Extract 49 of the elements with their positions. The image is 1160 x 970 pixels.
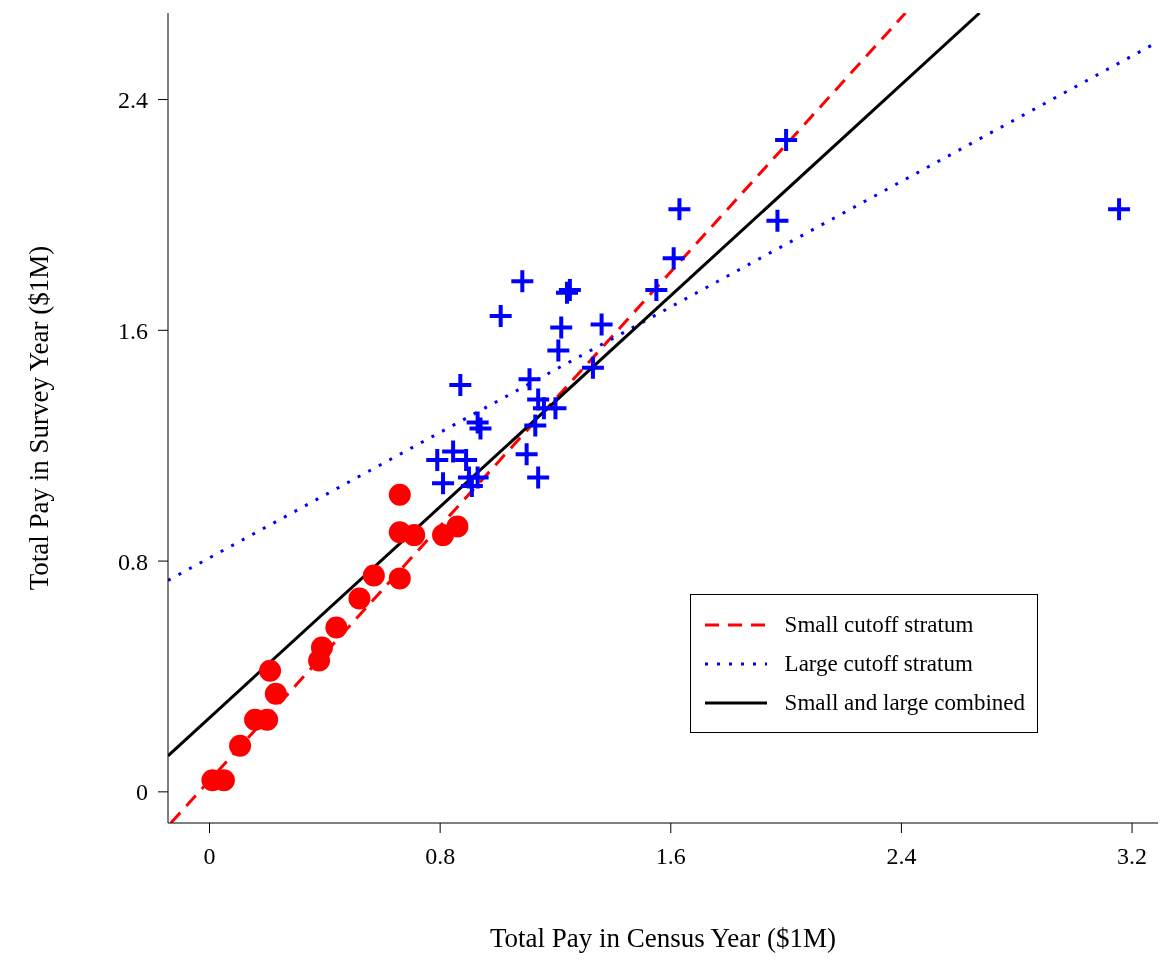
point xyxy=(446,515,469,538)
point xyxy=(550,316,573,339)
point xyxy=(348,587,371,610)
y-tick-label: 1.6 xyxy=(118,317,148,344)
point xyxy=(325,616,348,639)
point xyxy=(662,247,685,270)
point xyxy=(388,567,411,590)
point xyxy=(460,475,483,498)
point xyxy=(432,472,455,495)
legend-label: Small and large combined xyxy=(784,689,1025,716)
point xyxy=(544,397,567,420)
point xyxy=(766,209,789,232)
legend-label: Large cutoff stratum xyxy=(784,650,973,677)
point xyxy=(388,483,411,506)
point xyxy=(581,356,604,379)
y-tick-label: 0 xyxy=(136,779,148,806)
point xyxy=(426,449,449,472)
point xyxy=(547,339,570,362)
x-tick-label: 1.6 xyxy=(655,843,686,870)
point xyxy=(229,734,252,757)
y-axis-title: Total Pay in Survey Year ($1M) xyxy=(23,245,54,591)
point xyxy=(362,564,385,587)
y-tick-label: 2.4 xyxy=(118,87,148,114)
x-axis-title: Total Pay in Census Year ($1M) xyxy=(489,923,837,953)
point xyxy=(489,304,512,327)
point xyxy=(527,466,550,489)
point xyxy=(524,414,547,437)
y-tick-label: 0.8 xyxy=(118,548,148,575)
point xyxy=(590,313,613,336)
point xyxy=(264,682,287,705)
point xyxy=(442,440,465,463)
point xyxy=(515,443,538,466)
point xyxy=(449,374,472,397)
point xyxy=(645,278,668,301)
point xyxy=(511,270,534,293)
point xyxy=(310,636,333,659)
point xyxy=(668,198,691,221)
x-tick-label: 0.8 xyxy=(425,843,456,870)
x-tick-label: 0 xyxy=(203,843,216,870)
point xyxy=(518,368,541,391)
point xyxy=(259,659,282,682)
x-tick-label: 2.4 xyxy=(886,843,917,870)
point xyxy=(1108,198,1131,221)
point xyxy=(403,524,426,547)
legend-label: Small cutoff stratum xyxy=(784,611,974,638)
point xyxy=(455,449,478,472)
point xyxy=(466,411,489,434)
x-tick-label: 3.2 xyxy=(1117,843,1148,870)
point xyxy=(775,128,798,151)
